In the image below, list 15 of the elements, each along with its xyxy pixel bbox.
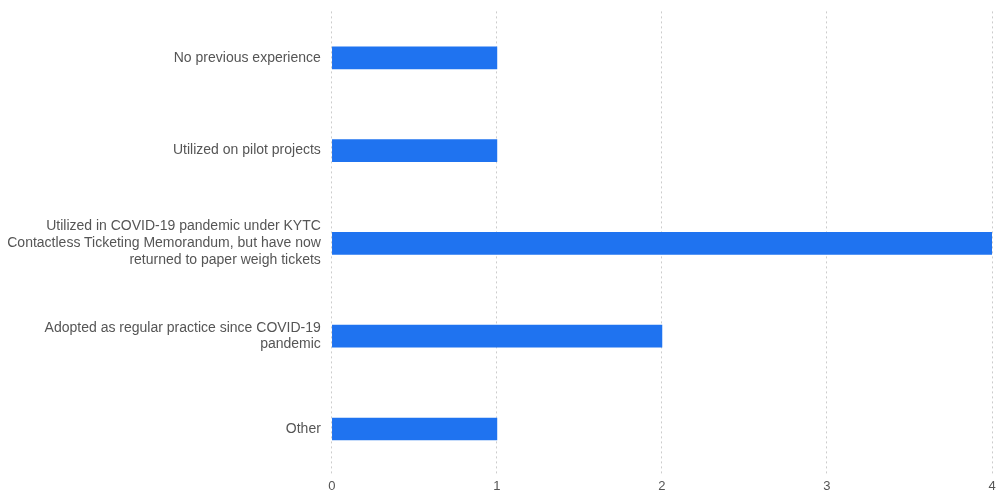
x-tick-label: 2 (658, 477, 666, 493)
bar (332, 139, 498, 162)
bar (332, 417, 498, 441)
y-tick-label: Utilized in COVID-19 pandemic under KYTC Contactless Ticketing Memorandum, but have now returned to paper weigh tickets (7, 217, 322, 268)
y-tick-label: Other (285, 419, 322, 436)
x-tick-label: 0 (328, 477, 336, 493)
y-tick-label: Adopted as regular practice since COVID-19 pandemic (44, 318, 322, 352)
x-tick-label: 4 (988, 477, 996, 493)
bar (332, 232, 992, 255)
bar (332, 324, 663, 348)
x-tick-label: 1 (493, 477, 501, 493)
y-tick-label: No previous experience (173, 48, 322, 65)
bar (332, 46, 498, 70)
x-tick-label: 3 (823, 477, 831, 493)
y-tick-label: Utilized on pilot projects (172, 141, 321, 158)
